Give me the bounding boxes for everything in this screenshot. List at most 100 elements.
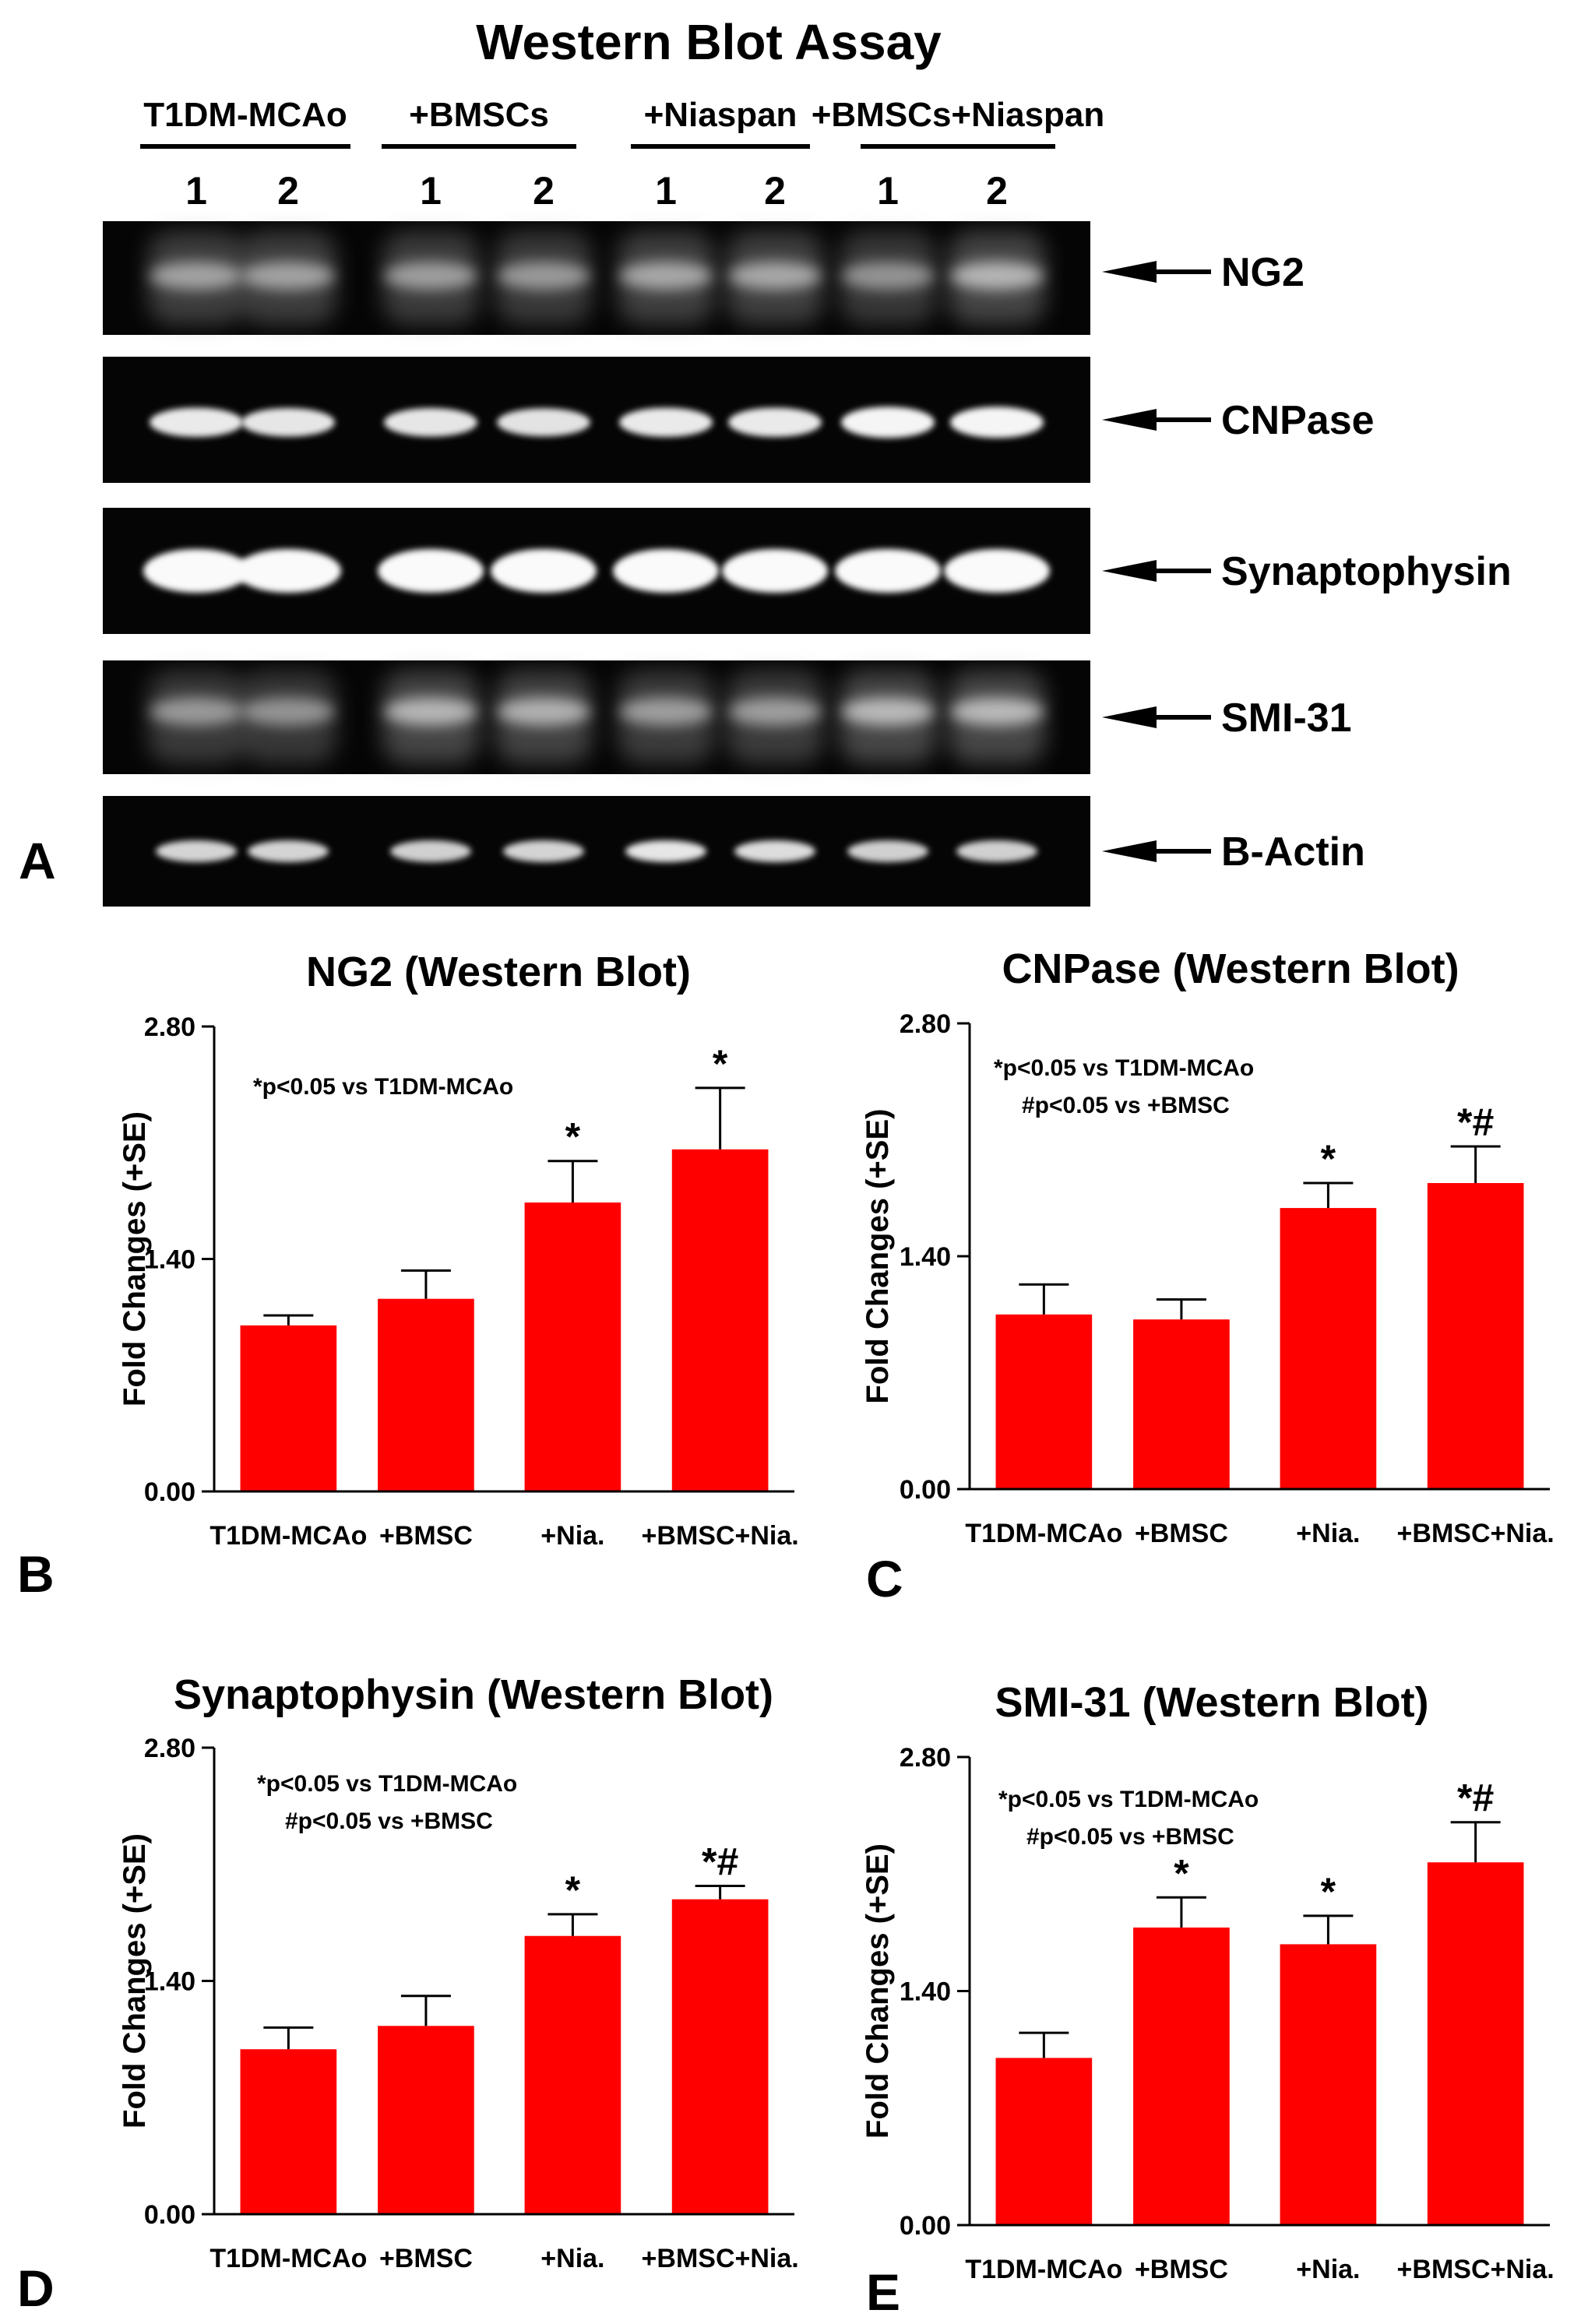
blot-band [728,407,822,438]
blot-band [378,549,484,593]
blot-band [841,407,935,438]
blot-band [722,549,828,593]
blot-strip-b-actin [103,796,1090,907]
blot-band [835,549,941,593]
chart-d: Synaptophysin (Western Blot) T1DM-MCAo +BM… [17,1671,799,2317]
category-label: +BMSC [1135,2255,1228,2284]
protein-label-ng2: NG2 [1221,250,1305,295]
lane-label: 1 [185,169,207,213]
band-arrow-head [1102,261,1157,283]
group-label-t1dm-mcao: T1DM-MCAo [143,96,347,134]
group-label-bmscs: +BMSCs [409,96,549,134]
lane-label: 2 [277,169,299,213]
stat-note: *p<0.05 vs T1DM-MCAo [994,1055,1254,1081]
blot-band [150,407,243,438]
bar-bmsc-nia [1427,1862,1524,2225]
significance-marker: * [565,1868,581,1912]
blot-band [241,262,335,290]
blot-band [156,840,237,862]
band-arrow-head [1102,706,1157,728]
lane-label: 2 [986,169,1008,213]
blot-band [944,549,1050,593]
lane-label: 1 [877,169,899,213]
chart-e: SMI-31 (Western Blot) T1DM-MCAo * +BMSC * +Ni… [861,1679,1555,2321]
blot-lane-labels: 1 2 1 2 1 2 1 2 [185,169,1008,213]
y-tick-label: 2.80 [900,1009,951,1039]
bar-bmsc-nia [1427,1183,1524,1489]
blot-band [384,407,477,437]
stat-note: *p<0.05 vs T1DM-MCAo [257,1771,517,1797]
category-label: T1DM-MCAo [965,2255,1122,2284]
bar-bmsc-nia [671,1899,769,2214]
category-label: +BMSC [379,1521,473,1551]
significance-marker: * [1321,1137,1336,1181]
significance-marker: * [713,1042,728,1086]
category-label: +BMSC+Nia. [642,2244,799,2273]
blot-band [728,262,822,290]
blot-band [503,840,584,862]
blot-band [497,262,590,290]
blot-band [619,262,713,290]
bar-t1dm-mcao [995,2058,1093,2225]
y-tick-label: 1.40 [144,1967,195,1997]
protein-label-b-actin: B-Actin [1221,829,1365,875]
chart-title: SMI-31 (Western Blot) [995,1679,1428,1726]
blot-strip-smi-31 [103,660,1090,774]
blot-band [950,262,1044,290]
y-tick-label: 1.40 [900,1242,951,1272]
category-label: +Nia. [540,1521,604,1551]
significance-marker: *# [702,1840,738,1884]
blot-protein-labels: NG2 CNPase Synaptophysin SMI-31 B-Actin [1102,250,1512,875]
significance-marker: * [1174,1851,1189,1895]
y-tick-label: 2.80 [900,1743,951,1773]
bar-t1dm-mcao [240,2049,337,2214]
chart-title: NG2 (Western Blot) [306,949,691,995]
category-label: T1DM-MCAo [965,1519,1122,1548]
significance-marker: *# [1457,1100,1494,1144]
y-tick-label: 0.00 [900,2211,951,2241]
panel-letter-d: D [17,2259,55,2317]
y-tick-label: 1.40 [144,1245,195,1275]
category-label: +BMSC [379,2244,473,2273]
bar-bmsc [378,2026,474,2214]
blot-strip-cnpase [103,357,1090,483]
bar-bmsc [1133,1927,1230,2225]
y-axis-label: Fold Changes (+SE) [118,1111,152,1407]
y-tick-label: 2.80 [144,1734,195,1763]
significance-marker: * [565,1115,581,1159]
blot-band [390,840,471,862]
blot-band [613,549,719,593]
bar-t1dm-mcao [995,1314,1093,1489]
category-label: +BMSC [1135,1519,1228,1548]
lane-label: 1 [420,169,442,213]
blot-strip-ng2 [103,221,1090,335]
bar-nia [524,1202,621,1491]
category-label: +Nia. [540,2244,604,2273]
group-label-bmscs-niaspan: +BMSCs+Niaspan [812,96,1105,134]
chart-title: Synaptophysin (Western Blot) [174,1671,773,1718]
bar-nia [1280,1208,1377,1489]
category-label: +Nia. [1296,1519,1360,1548]
bar-bmsc-nia [671,1149,769,1491]
lane-label: 2 [764,169,786,213]
y-tick-label: 0.00 [144,1477,195,1507]
significance-marker: * [1321,1870,1336,1914]
blot-band [956,840,1037,862]
bar-nia [524,1935,621,2214]
significance-marker: *# [1457,1776,1494,1820]
blot-band [384,697,477,726]
y-axis-label: Fold Changes (+SE) [861,1109,895,1404]
western-blot-panel: Western Blot Assay T1DM-MCAo +BMSCs +Niasp… [19,14,1512,907]
y-tick-label: 1.40 [900,1977,951,2007]
panel-letter-c: C [866,1550,903,1607]
blot-band [384,262,477,290]
blot-band [143,549,249,593]
panel-letter-e: E [866,2263,900,2321]
blot-band [150,697,243,726]
protein-label-synaptophysin: Synaptophysin [1221,549,1512,594]
stat-note: #p<0.05 vs +BMSC [285,1808,493,1834]
blot-band [847,840,928,862]
chart-title: CNPase (Western Blot) [1002,945,1459,992]
bar-bmsc [378,1298,474,1491]
